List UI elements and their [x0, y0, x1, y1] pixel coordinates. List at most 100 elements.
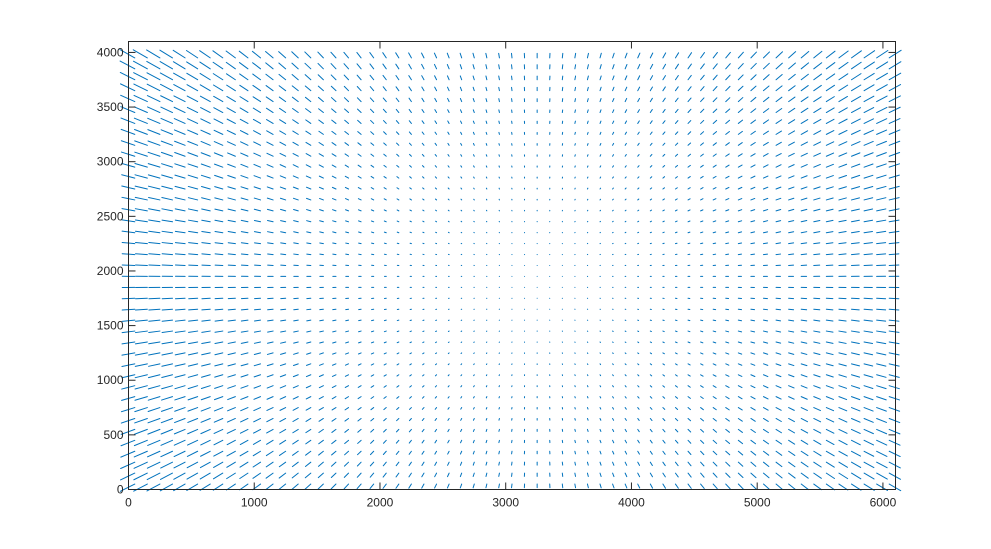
vector-arrow	[319, 209, 324, 212]
vector-arrow	[850, 417, 861, 423]
vector-arrow	[674, 231, 678, 234]
vector-arrow	[187, 174, 199, 179]
vector-arrow	[662, 341, 665, 344]
vector-arrow	[472, 131, 475, 135]
vector-arrow	[421, 120, 425, 124]
vector-arrow	[357, 131, 362, 135]
vector-arrow	[409, 198, 412, 201]
vector-arrow	[253, 396, 262, 400]
vector-arrow	[800, 472, 809, 479]
vector-arrow	[357, 428, 362, 433]
vector-arrow	[356, 483, 362, 490]
vector-arrow	[825, 219, 834, 223]
vector-arrow	[343, 483, 350, 490]
vector-arrow	[612, 352, 614, 355]
vector-arrow	[612, 131, 615, 135]
vector-arrow	[214, 219, 224, 223]
vector-arrow	[473, 385, 475, 388]
vector-arrow	[750, 428, 756, 434]
vector-arrow	[850, 396, 861, 401]
vector-arrow	[240, 341, 249, 344]
vector-arrow	[574, 52, 577, 59]
vector-arrow	[586, 98, 589, 103]
vector-arrow	[331, 153, 337, 157]
vector-arrow	[214, 385, 224, 389]
vector-arrow	[370, 385, 375, 388]
vector-arrow	[825, 163, 834, 168]
vector-arrow	[434, 439, 438, 444]
vector-arrow	[421, 75, 425, 81]
vector-arrow	[186, 106, 199, 114]
vector-arrow	[888, 341, 900, 345]
vector-arrow	[624, 363, 627, 366]
vector-arrow	[624, 374, 627, 377]
vector-arrow	[460, 131, 463, 135]
vector-arrow	[863, 230, 873, 234]
vector-arrow	[800, 483, 809, 491]
vector-arrow	[712, 142, 717, 146]
vector-arrow	[319, 220, 324, 223]
vector-arrow	[396, 142, 400, 146]
vector-arrow	[472, 86, 475, 92]
vector-arrow	[863, 208, 874, 212]
vector-arrow	[775, 141, 782, 146]
vector-arrow	[775, 330, 782, 333]
vector-arrow	[214, 186, 224, 190]
vector-arrow	[485, 52, 488, 59]
vector-arrow	[396, 352, 400, 355]
vector-arrow	[888, 253, 900, 256]
vector-arrow	[422, 385, 425, 388]
vector-arrow	[687, 396, 691, 399]
vector-arrow	[421, 417, 425, 422]
vector-arrow	[485, 86, 488, 92]
vector-arrow	[624, 187, 627, 190]
vector-arrow	[775, 119, 783, 124]
vector-arrow	[800, 461, 809, 468]
vector-arrow	[147, 450, 161, 458]
vector-arrow	[174, 197, 186, 201]
vector-arrow	[637, 165, 640, 168]
vector-arrow	[762, 164, 769, 168]
vector-arrow	[674, 483, 679, 489]
vector-arrow	[306, 209, 312, 212]
vector-arrow	[674, 97, 679, 103]
vector-arrow	[649, 209, 653, 212]
vector-arrow	[838, 208, 847, 212]
vector-arrow	[134, 341, 148, 345]
vector-arrow	[473, 176, 475, 179]
vector-arrow	[662, 63, 667, 70]
vector-arrow	[369, 108, 375, 114]
vector-arrow	[370, 175, 375, 179]
vector-arrow	[687, 108, 692, 114]
vector-arrow	[888, 106, 901, 114]
vector-arrow	[174, 219, 186, 223]
vector-arrow	[850, 163, 861, 168]
vector-arrow	[674, 330, 678, 333]
vector-arrow	[267, 253, 274, 256]
vector-arrow	[700, 330, 704, 333]
vector-arrow	[227, 407, 236, 412]
vector-arrow	[788, 385, 795, 389]
vector-arrow	[174, 152, 186, 157]
vector-arrow	[214, 253, 224, 256]
vector-arrow	[876, 95, 888, 103]
vector-arrow	[712, 63, 718, 70]
vector-arrow	[750, 242, 756, 245]
vector-arrow	[863, 407, 874, 412]
vector-arrow	[649, 142, 653, 146]
vector-arrow	[888, 385, 900, 390]
vector-arrow	[371, 242, 375, 245]
vector-arrow	[370, 374, 375, 377]
vector-arrow	[173, 95, 186, 103]
vector-arrow	[306, 220, 312, 223]
vector-arrow	[421, 407, 425, 410]
vector-arrow	[435, 220, 438, 223]
vector-arrow	[253, 363, 262, 367]
vector-arrow	[253, 175, 262, 179]
vector-arrow	[637, 352, 640, 355]
vector-arrow	[485, 131, 488, 135]
vector-arrow	[700, 341, 704, 344]
vector-arrow	[292, 428, 299, 434]
vector-arrow	[317, 85, 324, 92]
vector-arrow	[712, 352, 717, 355]
